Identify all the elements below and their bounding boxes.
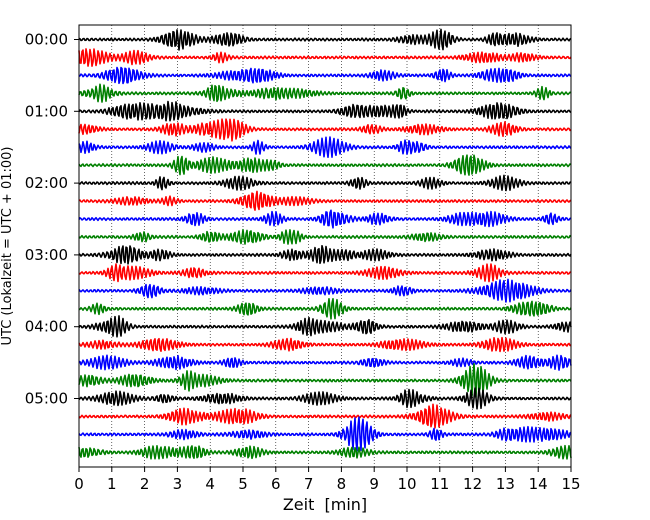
seismogram-trace-0430 xyxy=(78,354,572,371)
x-tick-label: 10 xyxy=(397,475,416,493)
seismogram-trace-0145 xyxy=(78,154,572,176)
seismogram-trace-0415 xyxy=(78,336,572,353)
x-axis-ticks: 0 1 2 3 4 5 6 7 8 9 10 11 12 13 14 15 xyxy=(74,467,581,493)
seismogram-trace-0200 xyxy=(78,174,572,192)
seismogram-traces xyxy=(78,28,572,460)
y-tick-label: 03:00 xyxy=(25,246,68,264)
seismogram-trace-0345 xyxy=(78,297,572,320)
seismogram-trace-0100 xyxy=(78,100,572,122)
x-tick-label: 11 xyxy=(430,475,449,493)
y-tick-label: 04:00 xyxy=(25,318,68,336)
x-tick-label: 12 xyxy=(463,475,482,493)
seismogram-trace-0545 xyxy=(78,444,572,460)
x-tick-label: 5 xyxy=(238,475,248,493)
seismogram-trace-0500 xyxy=(78,387,572,410)
x-tick-label: 4 xyxy=(205,475,215,493)
plot-background xyxy=(79,25,571,467)
plot-frame xyxy=(78,24,572,468)
seismogram-trace-0000 xyxy=(78,28,572,51)
x-tick-label: 13 xyxy=(496,475,515,493)
y-tick-label: 05:00 xyxy=(25,390,68,408)
seismogram-trace-0130 xyxy=(78,136,572,159)
x-tick-label: 7 xyxy=(304,475,314,493)
seismogram-trace-0530 xyxy=(78,416,572,452)
x-axis-title: Zeit [min] xyxy=(283,495,367,514)
seismogram-trace-0330 xyxy=(78,278,572,303)
x-tick-label: 6 xyxy=(271,475,281,493)
x-tick-label: 14 xyxy=(529,475,548,493)
seismogram-trace-0115 xyxy=(78,118,572,142)
x-tick-label: 2 xyxy=(140,475,150,493)
x-tick-label: 9 xyxy=(369,475,379,493)
seismogram-trace-0300 xyxy=(78,244,572,265)
x-tick-label: 15 xyxy=(561,475,580,493)
x-tick-label: 3 xyxy=(173,475,183,493)
y-axis-ticks: 00:00 01:00 02:00 03:00 04:00 05:00 xyxy=(25,31,79,408)
y-tick-label: 02:00 xyxy=(25,174,68,192)
y-tick-label: 01:00 xyxy=(25,102,68,120)
y-tick-label: 00:00 xyxy=(25,31,68,49)
seismogram-trace-0315 xyxy=(78,263,572,283)
x-tick-label: 1 xyxy=(107,475,117,493)
seismogram-trace-0030 xyxy=(78,66,572,85)
seismogram-trace-0400 xyxy=(78,315,572,338)
y-axis-title: UTC (Lokalzeit = UTC + 01:00) xyxy=(0,147,15,346)
seismogram-trace-0515 xyxy=(78,403,572,429)
seismogram-trace-0215 xyxy=(78,190,572,211)
seismogram-trace-0045 xyxy=(78,83,572,103)
x-tick-label: 0 xyxy=(74,475,84,493)
seismogram-trace-0015 xyxy=(78,48,572,67)
seismogram-trace-0245 xyxy=(78,228,572,245)
seismogram-trace-0230 xyxy=(78,209,572,229)
seismogram-trace-0445 xyxy=(78,363,572,398)
x-tick-label: 8 xyxy=(337,475,347,493)
